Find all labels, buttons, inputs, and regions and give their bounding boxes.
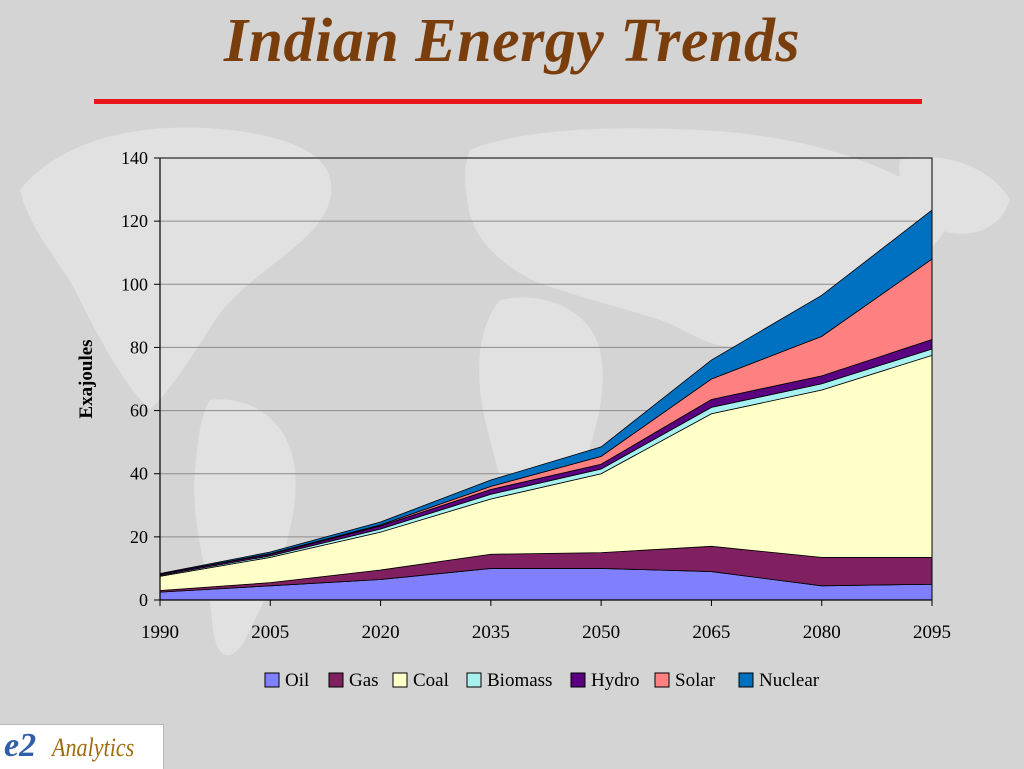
legend-swatch-solar [654,672,670,688]
y-tick-label: 140 [121,148,148,168]
e2-analytics-logo: e2 Analytics [0,724,164,769]
legend-label-gas: Gas [349,670,379,691]
legend-label-nuclear: Nuclear [759,670,820,691]
x-tick-label: 2065 [692,622,730,643]
y-tick-label: 0 [139,590,148,610]
x-tick-label: 1990 [141,622,179,643]
legend-label-hydro: Hydro [591,670,640,691]
logo-mark: e2 [4,727,37,764]
title-underline [94,99,922,104]
y-tick-label: 120 [121,211,148,231]
y-tick-label: 40 [130,464,148,484]
legend-swatch-biomass [466,672,482,688]
x-tick-label: 2035 [472,622,510,643]
legend-swatch-gas [328,672,344,688]
y-tick-label: 80 [130,337,148,357]
logo-text: Analytics [52,733,135,762]
x-tick-label: 2005 [251,622,289,643]
slide-title: Indian Energy Trends [223,7,801,75]
legend-swatch-oil [264,672,280,688]
x-tick-label: 2050 [582,622,620,643]
legend-label-solar: Solar [675,670,716,691]
x-tick-label: 2020 [362,622,400,643]
legend-label-biomass: Biomass [487,670,552,691]
legend-label-oil: Oil [285,670,309,691]
y-axis-title: Exajoules [76,339,97,418]
x-tick-label: 2080 [803,622,841,643]
y-tick-label: 60 [130,401,148,421]
y-tick-label: 100 [121,274,148,294]
legend-swatch-hydro [570,672,586,688]
y-tick-label: 20 [130,527,148,547]
x-tick-label: 2095 [913,622,951,643]
legend-swatch-nuclear [738,672,754,688]
legend-swatch-coal [392,672,408,688]
legend-label-coal: Coal [413,670,449,691]
